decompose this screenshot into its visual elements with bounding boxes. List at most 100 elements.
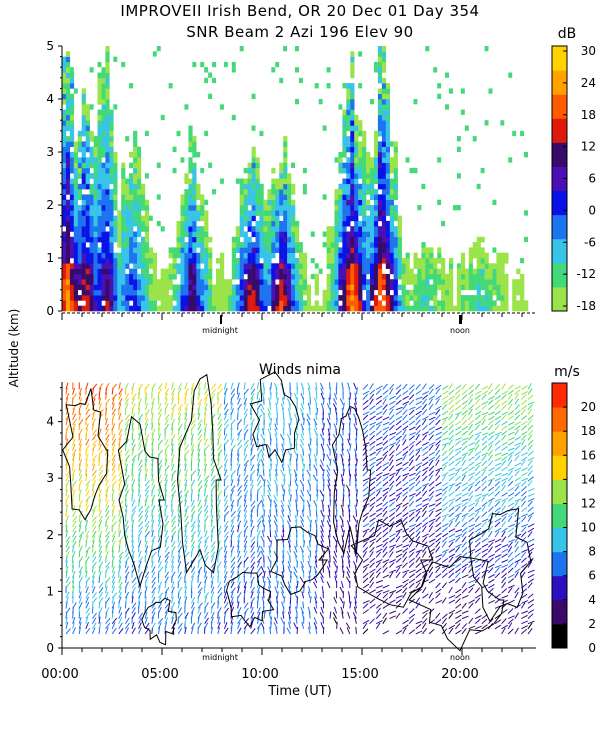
wind-barb <box>111 438 116 446</box>
snr-cell <box>105 258 110 264</box>
wind-barb <box>273 382 278 390</box>
wind-barb <box>313 454 318 461</box>
snr-cell <box>196 284 201 291</box>
snr-colorbar-swatch <box>552 166 567 192</box>
snr-cell <box>85 173 90 179</box>
wind-barb <box>315 382 318 390</box>
snr-cell <box>354 295 359 301</box>
wind-barb <box>204 556 209 563</box>
snr-cell <box>97 289 102 296</box>
snr-cell <box>334 194 339 200</box>
snr-cell <box>374 305 379 312</box>
snr-cell <box>429 295 434 301</box>
wind-barb <box>262 463 265 472</box>
snr-cell <box>381 67 387 73</box>
snr-cell <box>133 173 138 179</box>
wind-barb <box>250 545 255 553</box>
snr-cell <box>480 273 485 280</box>
snr-cell <box>101 242 106 248</box>
wind-barb <box>320 392 324 400</box>
snr-cell <box>220 279 225 285</box>
snr-cell <box>275 300 280 306</box>
snr-cell <box>338 231 343 238</box>
snr-cell <box>156 220 161 227</box>
snr-cell <box>73 247 78 253</box>
wind-barb <box>171 581 175 589</box>
wind-barb <box>210 464 216 472</box>
wind-barb <box>190 535 194 543</box>
snr-midnight-marker <box>220 315 222 324</box>
wind-barb <box>375 447 383 451</box>
snr-cell <box>164 289 169 296</box>
snr-cell <box>231 247 236 253</box>
wind-barb <box>354 463 357 471</box>
wind-barb <box>307 555 311 563</box>
wind-barb <box>190 479 195 487</box>
snr-cell <box>279 279 284 285</box>
snr-cell <box>255 289 260 296</box>
snr-cell <box>121 189 126 195</box>
snr-cell <box>105 289 110 296</box>
snr-cell <box>160 305 165 312</box>
snr-cell <box>141 183 146 190</box>
snr-cell <box>247 210 252 216</box>
snr-cell <box>77 252 82 259</box>
wind-barb <box>256 423 260 431</box>
wind-barb <box>210 438 213 446</box>
wind-barb <box>355 530 358 538</box>
snr-cell <box>200 226 205 232</box>
snr-cell <box>350 56 355 63</box>
snr-cell <box>362 183 367 190</box>
snr-y-tick-label: 5 <box>46 39 54 53</box>
snr-cell <box>342 189 347 195</box>
wind-barb <box>124 560 128 568</box>
wind-barb <box>274 586 278 594</box>
wind-barb <box>98 469 104 477</box>
wind-barb <box>98 545 102 553</box>
snr-cell <box>283 157 288 163</box>
snr-cell <box>188 295 193 301</box>
snr-cell <box>93 273 98 280</box>
wind-barb <box>177 622 183 630</box>
snr-cell <box>259 189 264 195</box>
wind-barb <box>362 460 369 467</box>
snr-cell <box>342 167 347 174</box>
snr-cell <box>472 136 477 142</box>
snr-cell <box>239 231 244 238</box>
wind-barb <box>65 463 68 471</box>
snr-cell <box>144 215 150 222</box>
snr-cell <box>362 152 367 158</box>
snr-cell <box>243 189 248 195</box>
wind-barb <box>267 428 272 436</box>
snr-cell <box>354 162 359 169</box>
snr-cell <box>326 83 331 89</box>
snr-cell <box>235 258 240 264</box>
wind-barb <box>164 499 167 507</box>
snr-cell <box>287 273 292 280</box>
snr-cell <box>267 199 272 206</box>
wind-barb <box>256 606 261 614</box>
wind-barb <box>388 454 394 461</box>
wind-barb <box>105 531 111 538</box>
snr-cell <box>85 220 90 227</box>
snr-cell <box>464 295 469 301</box>
snr-cell <box>346 242 351 248</box>
snr-cell <box>338 247 343 253</box>
snr-cell <box>385 146 390 153</box>
snr-cell <box>152 273 157 280</box>
snr-cell <box>350 83 355 89</box>
snr-cell <box>247 289 252 296</box>
snr-cell <box>496 305 501 312</box>
snr-cell <box>437 305 442 312</box>
wind-barb <box>243 581 247 589</box>
snr-cell <box>346 109 351 116</box>
snr-cell <box>227 289 233 296</box>
snr-cell <box>492 305 497 312</box>
snr-cell <box>137 157 142 163</box>
wind-barb <box>348 397 351 405</box>
snr-cell <box>65 157 71 163</box>
snr-cell <box>302 305 308 312</box>
snr-cell <box>342 268 347 275</box>
snr-cell <box>520 289 525 296</box>
snr-cell <box>62 273 67 280</box>
